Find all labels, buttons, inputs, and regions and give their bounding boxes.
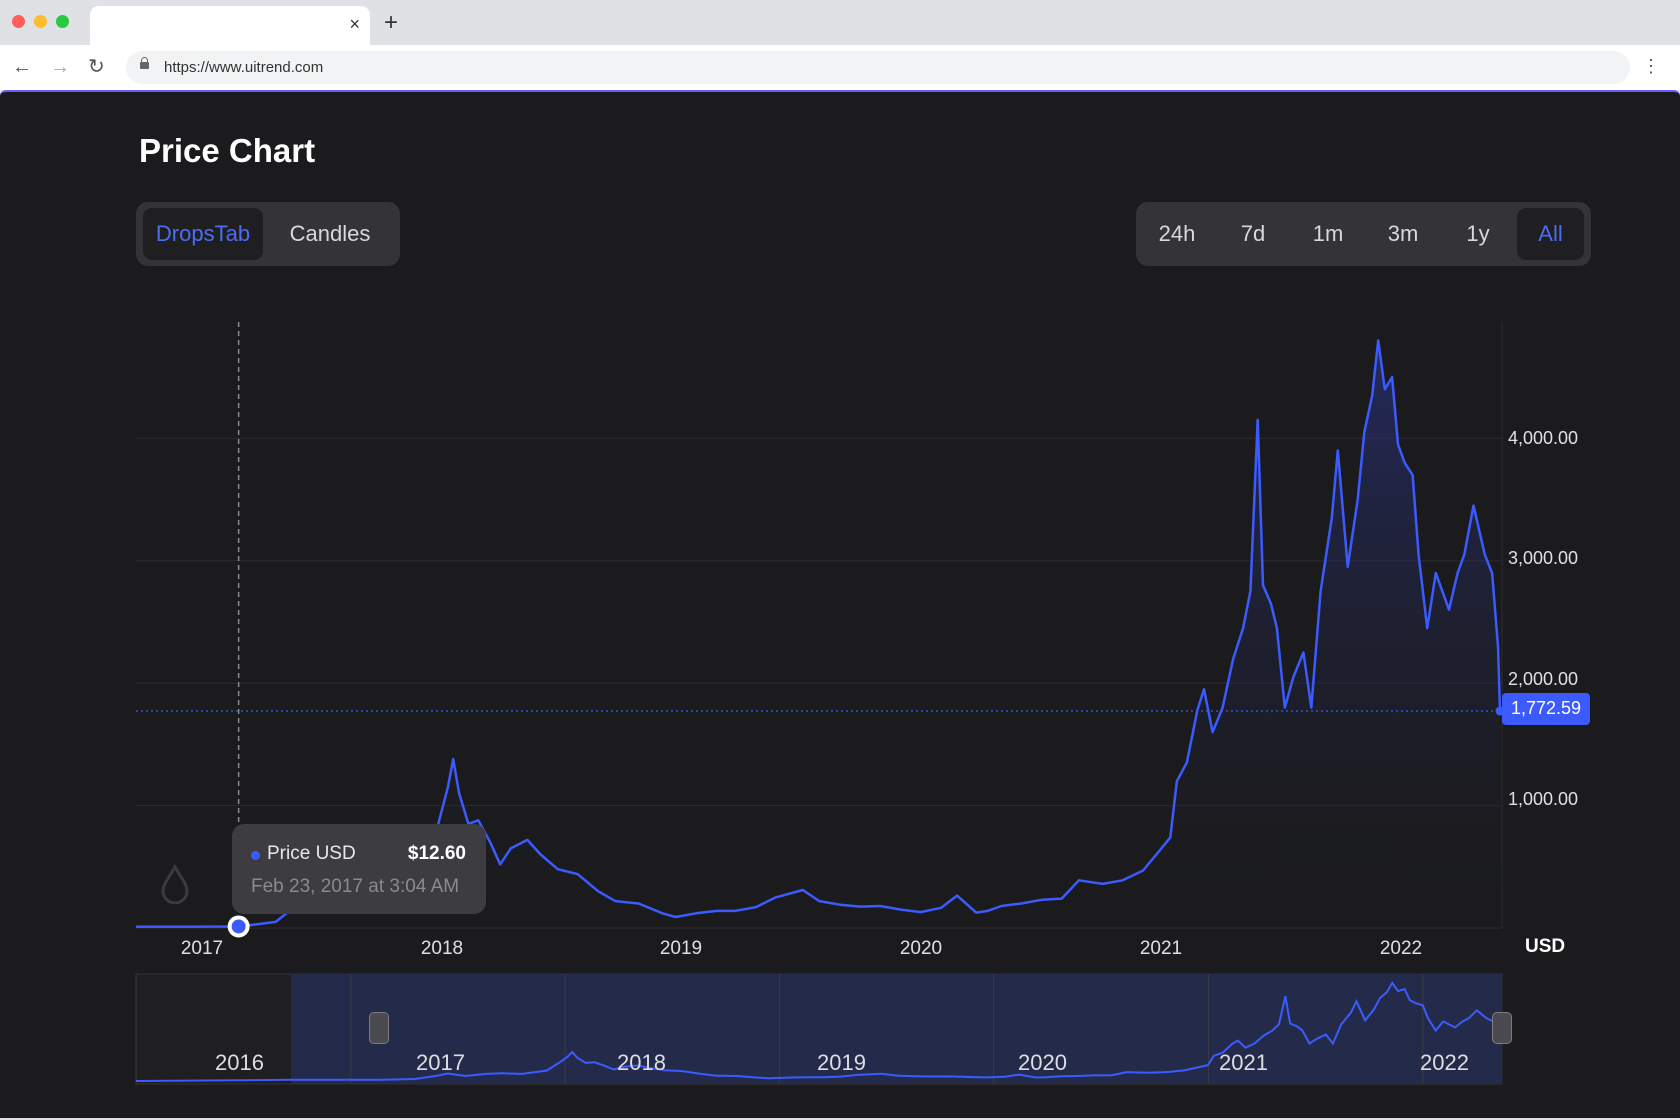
range-1m[interactable]: 1m — [1312, 221, 1344, 246]
navigator-tick-label: 2021 — [1219, 1050, 1268, 1075]
navigator-left-handle[interactable] — [369, 1012, 389, 1044]
drop-logo-watermark — [161, 864, 189, 904]
price-area-fill — [136, 340, 1500, 928]
price-line — [135, 339, 1502, 929]
back-button[interactable]: ← — [12, 56, 32, 78]
chart-tooltip: Price USD $12.60 Feb 23, 2017 at 3:04 AM — [232, 824, 486, 914]
x-tick-label: 2019 — [659, 938, 703, 959]
x-tick-label: 2018 — [420, 938, 464, 959]
navigator-tick-label: 2016 — [215, 1050, 264, 1075]
url-text[interactable]: https://www.uitrend.com — [164, 59, 324, 76]
x-tick-label: 2022 — [1379, 938, 1423, 959]
navigator-tick-label: 2020 — [1018, 1050, 1067, 1075]
range-all[interactable]: All — [1517, 208, 1584, 260]
range-7d[interactable]: 7d — [1240, 221, 1266, 246]
y-tick-label: 1,000.00 — [1508, 789, 1579, 809]
range-3m[interactable]: 3m — [1387, 221, 1419, 246]
navigator-selection — [290, 974, 1503, 1084]
current-price-badge: 1,772.59 — [1502, 692, 1590, 725]
reload-button[interactable]: ↻ — [88, 56, 105, 78]
chart-view-switch: DropsTab Candles — [136, 202, 400, 266]
tab-bar: × + — [0, 0, 1680, 45]
browser-tab[interactable]: × — [90, 6, 370, 45]
new-tab-button[interactable]: + — [384, 9, 399, 36]
range-1y[interactable]: 1y — [1466, 221, 1490, 246]
tooltip-date: Feb 23, 2017 at 3:04 AM — [251, 876, 460, 897]
y-tick-label: 3,000.00 — [1508, 548, 1579, 568]
navigator-tick-label: 2019 — [817, 1050, 866, 1075]
price-chart[interactable] — [0, 92, 1680, 1120]
forward-button[interactable]: → — [50, 56, 70, 78]
navigator-tick-label: 2018 — [617, 1050, 666, 1075]
x-tick-label: 2021 — [1139, 938, 1183, 959]
close-window-button[interactable] — [12, 15, 25, 28]
navigator-tick-label: 2017 — [416, 1050, 465, 1075]
minimize-window-button[interactable] — [34, 15, 47, 28]
navigator-line — [135, 981, 1502, 1082]
browser-toolbar: ← → ↻ https://www.uitrend.com ⋮ — [0, 45, 1680, 90]
page-content: Price Chart DropsTab Candles 24h 7d 1m 3… — [0, 90, 1680, 1118]
y-tick-label: 2,000.00 — [1508, 669, 1579, 689]
x-tick-label: 2017 — [180, 938, 224, 959]
range-24h[interactable]: 24h — [1158, 221, 1196, 246]
tooltip-value: $12.60 — [407, 843, 466, 864]
lock-icon — [140, 57, 149, 69]
tab-candles[interactable]: Candles — [289, 221, 371, 246]
x-tick-label: 2020 — [899, 938, 943, 959]
hover-marker-inner — [231, 919, 246, 934]
page-title: Price Chart — [139, 132, 316, 169]
window-controls — [12, 15, 69, 28]
series-dot-icon — [251, 851, 260, 860]
navigator-tick-label: 2022 — [1420, 1050, 1469, 1075]
zoom-window-button[interactable] — [56, 15, 69, 28]
currency-label: USD — [1525, 936, 1566, 957]
navigator-right-handle[interactable] — [1492, 1012, 1512, 1044]
tooltip-series-label: Price USD — [267, 843, 356, 864]
close-tab-icon[interactable]: × — [349, 14, 360, 34]
y-tick-label: 4,000.00 — [1508, 428, 1579, 448]
browser-menu-button[interactable]: ⋮ — [1642, 56, 1660, 76]
range-switch: 24h 7d 1m 3m 1y All — [1136, 202, 1591, 266]
address-bar[interactable]: https://www.uitrend.com — [126, 51, 1630, 84]
tab-dropstab[interactable]: DropsTab — [143, 208, 263, 260]
